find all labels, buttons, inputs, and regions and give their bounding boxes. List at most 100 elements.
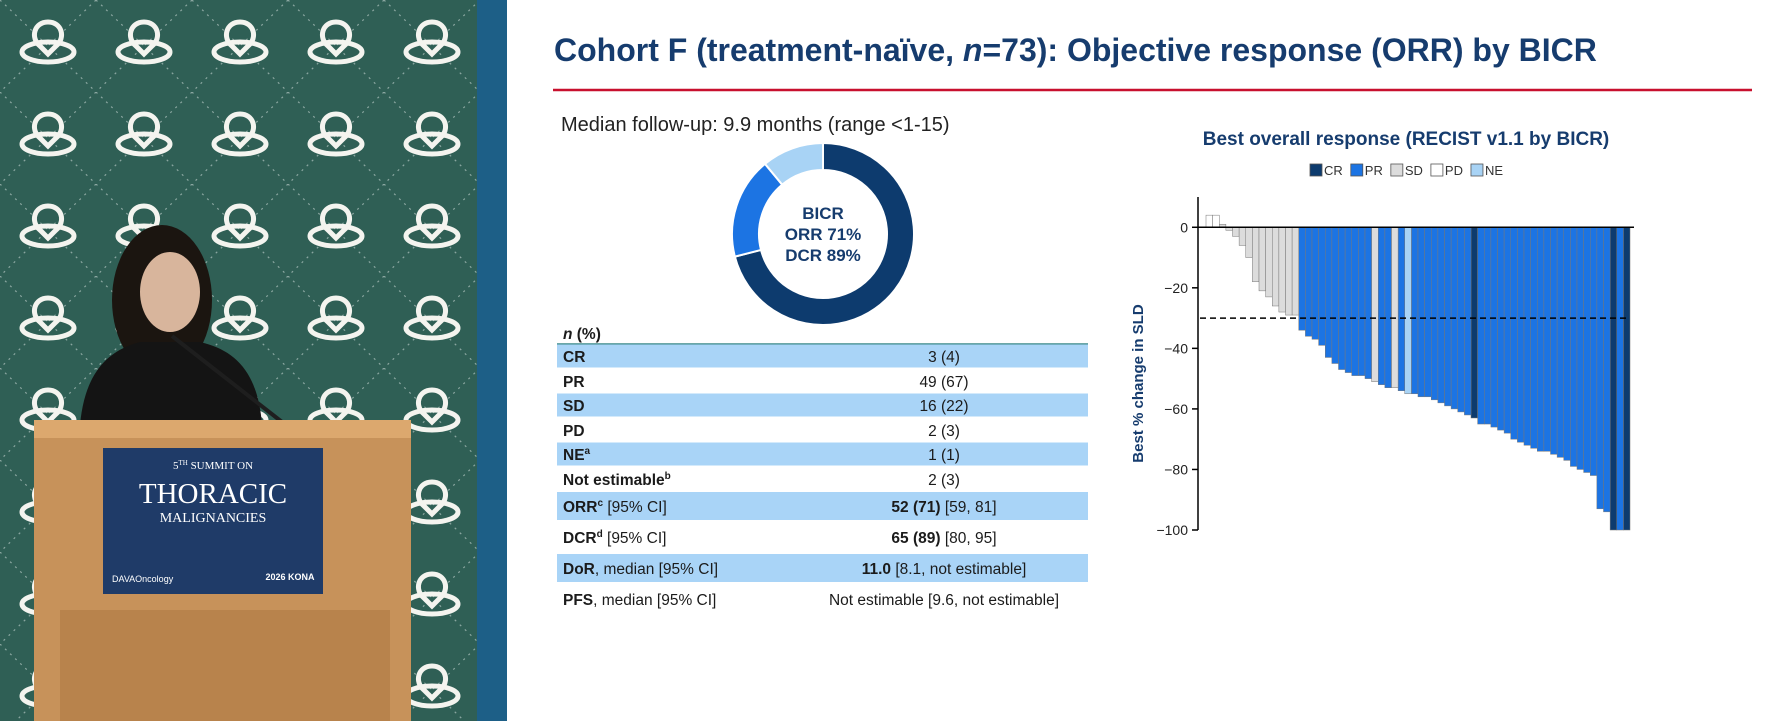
bar — [1417, 227, 1425, 398]
bar — [1285, 227, 1293, 316]
row-value: 1 (1) — [928, 447, 960, 464]
bar — [1245, 227, 1253, 258]
bar — [1238, 227, 1246, 246]
row-label-text: PD — [563, 423, 585, 440]
bar — [1272, 227, 1280, 307]
row-value-text: 2 (3) — [928, 423, 960, 440]
podium-sign — [103, 448, 323, 594]
row-label: DCRd [95% CI] — [563, 529, 666, 547]
bar — [1497, 227, 1505, 431]
bar — [1464, 227, 1472, 416]
bar — [1344, 227, 1352, 373]
bar — [1338, 227, 1346, 370]
bar — [1503, 227, 1511, 434]
bar — [1437, 227, 1445, 404]
bar — [1391, 227, 1399, 388]
bar — [1477, 227, 1485, 425]
row-label-text: CR — [563, 349, 585, 366]
legend-label: PD — [1445, 163, 1463, 178]
video-panel: 5TH SUMMIT ON THORACIC MALIGNANCIES DAVA… — [0, 0, 507, 721]
speaker-body — [80, 342, 262, 425]
y-axis-label: Best % change in SLD — [1130, 304, 1147, 463]
sign-line-2: THORACIC — [139, 478, 287, 510]
row-value-text: 1 (1) — [928, 447, 960, 464]
bar — [1311, 227, 1319, 340]
row-label-text: Not estimable — [563, 472, 665, 489]
sign-line-1-b: SUMMIT ON — [188, 460, 253, 472]
row-value: 3 (4) — [928, 349, 960, 366]
bar — [1305, 227, 1313, 337]
title-part: =73): Objective response (ORR) by BICR — [982, 32, 1596, 68]
bar — [1537, 227, 1545, 452]
legend-label: PR — [1365, 163, 1383, 178]
sign-line-3: MALIGNANCIES — [160, 511, 267, 526]
bar — [1590, 227, 1598, 476]
row-label-text: SD — [563, 398, 585, 415]
row-value: 52 (71) [59, 81] — [891, 499, 996, 516]
sign-line-1-a: 5 — [173, 460, 179, 472]
row-value: Not estimable [9.6, not estimable] — [829, 592, 1059, 609]
row-value-text: 3 (4) — [928, 349, 960, 366]
row-label-text: DoR — [563, 561, 595, 578]
bar — [1484, 227, 1492, 425]
podium-top — [34, 420, 411, 438]
table: CR 3 (4) PR 49 (67) SD 16 (22) PD 2 (3) NEa 1 (1)… — [557, 344, 1088, 609]
bar — [1298, 227, 1306, 331]
row-label: PD — [563, 423, 585, 440]
bar — [1358, 227, 1366, 376]
row-value: 49 (67) — [919, 374, 968, 391]
bar — [1351, 227, 1359, 376]
bar — [1609, 227, 1617, 531]
row-label-note: [95% CI] — [603, 530, 667, 547]
slide: Cohort F (treatment-naïve, n=73): Object… — [507, 0, 1792, 721]
bar — [1278, 227, 1286, 313]
row-label-text: PFS — [563, 592, 593, 609]
bar — [1424, 227, 1432, 398]
y-tick-label: 0 — [1180, 219, 1188, 235]
row-label-text: ORR — [563, 499, 597, 516]
row-label: ORRc [95% CI] — [563, 498, 667, 516]
bar — [1530, 227, 1538, 449]
row-highlight — [557, 393, 1088, 417]
bar — [1232, 227, 1240, 237]
bar — [1444, 227, 1452, 407]
bar — [1563, 227, 1571, 461]
waterfall-chart: Best overall response (RECIST v1.1 by BI… — [1130, 129, 1634, 538]
legend-swatch — [1390, 163, 1404, 177]
bar — [1404, 227, 1412, 395]
row-value-note: [59, 81] — [941, 499, 997, 516]
sign-logo-right: 2026 KONA — [265, 572, 315, 582]
row-label: NEa — [563, 446, 591, 464]
donut-segment — [733, 141, 915, 326]
row-value-text: Not estimable [9.6, not estimable] — [829, 592, 1059, 609]
bar — [1364, 227, 1372, 379]
y-tick-label: −100 — [1156, 522, 1188, 538]
row-highlight — [557, 442, 1088, 466]
bar — [1431, 227, 1439, 401]
y-tick-label: −60 — [1164, 401, 1188, 417]
chart-title: Best overall response (RECIST v1.1 by BI… — [1203, 129, 1610, 150]
table-header: n (%) — [563, 326, 601, 343]
bar — [1556, 227, 1564, 458]
row-label-sup: c — [597, 498, 603, 509]
row-label-sup: a — [585, 446, 591, 457]
row-label: SD — [563, 398, 585, 415]
bar — [1212, 214, 1220, 228]
row-value-text: 2 (3) — [928, 472, 960, 489]
bar — [1205, 214, 1213, 228]
bar — [1517, 227, 1525, 443]
donut-segment — [763, 141, 824, 187]
row-value-text: 65 (89) — [891, 530, 940, 547]
row-label-sup: d — [597, 529, 603, 540]
row-value-note: [8.1, not estimable] — [891, 561, 1026, 578]
legend-swatch — [1309, 163, 1323, 177]
row-value-note: [80, 95] — [941, 530, 997, 547]
row-value: 2 (3) — [928, 423, 960, 440]
bar — [1252, 227, 1260, 283]
bar — [1411, 227, 1419, 395]
row-value-text: 11.0 — [862, 561, 891, 578]
row-highlight — [557, 554, 1088, 582]
row-value-text: 49 (67) — [919, 374, 968, 391]
bar — [1384, 227, 1392, 388]
